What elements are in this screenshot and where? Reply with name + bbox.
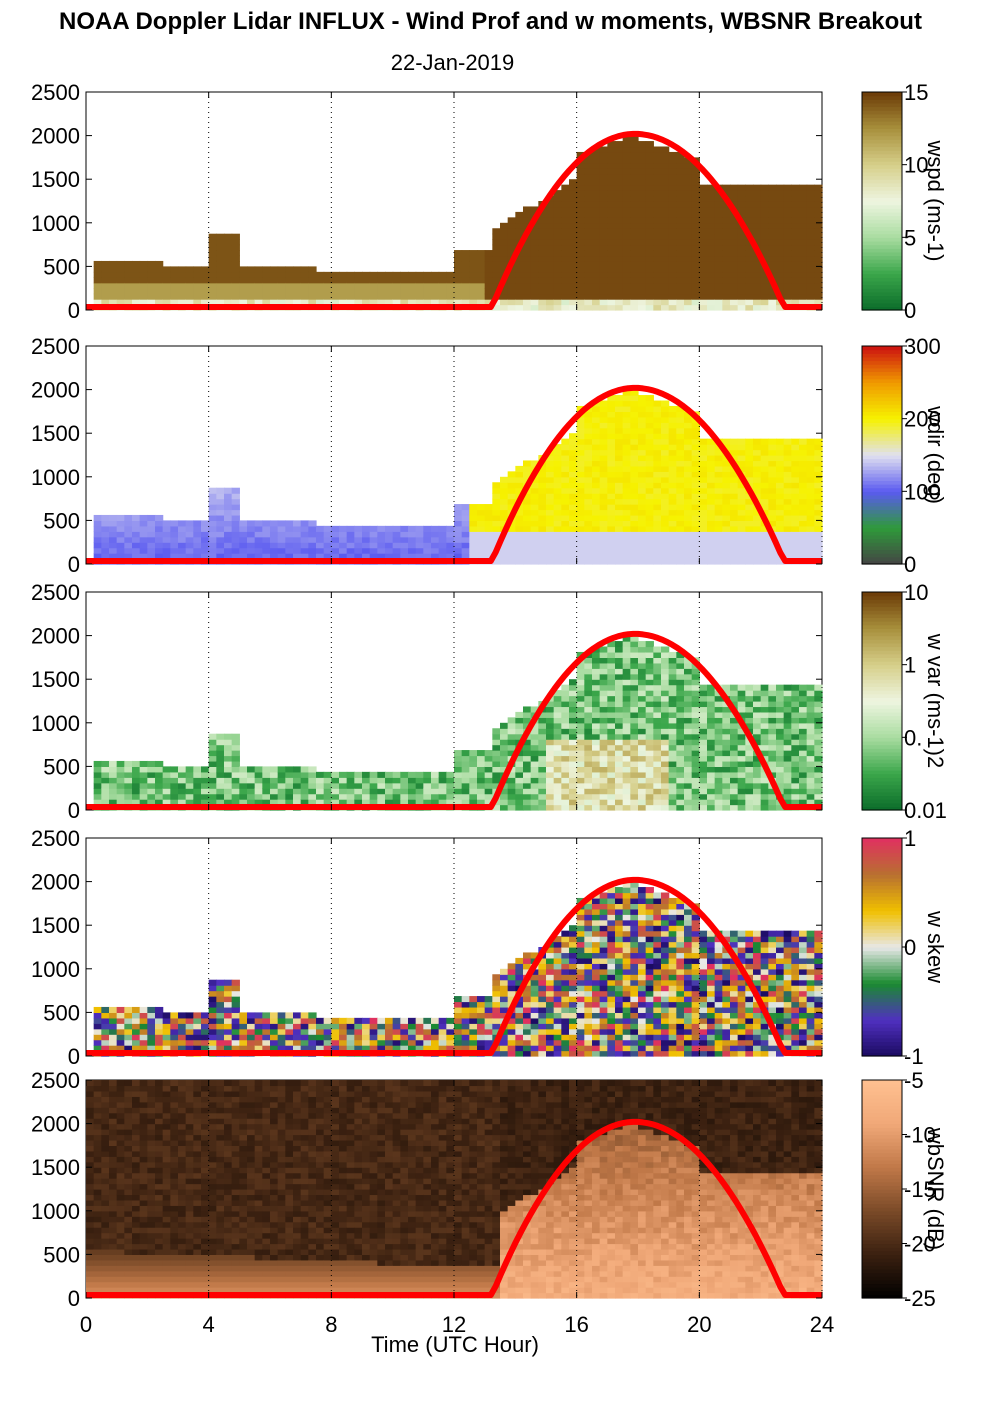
figure-title: NOAA Doppler Lidar INFLUX - Wind Prof an…: [59, 8, 922, 35]
panel-4: 0 500 1000 1500 2000 2500 -1 0 1 w skew: [31, 826, 948, 1069]
colorbar-frame: [861, 91, 903, 311]
colorbar-tick-label: 1: [904, 653, 916, 678]
colorbar-tick-label: -20: [904, 1232, 936, 1257]
sun-elevation-curve: [86, 876, 822, 1056]
colorbar-frame: [861, 591, 903, 811]
y-tick-label: 1000: [31, 1199, 80, 1224]
colorbar-tick-label: -1: [904, 1044, 924, 1069]
colorbar-tick-label: 1: [904, 826, 916, 851]
colorbar-tick-label: -15: [904, 1177, 936, 1202]
y-tick-label: 2000: [31, 124, 80, 149]
y-tick-label: 500: [43, 754, 80, 779]
y-tick-label: 2500: [31, 826, 80, 851]
colorbar-label: w skew: [923, 910, 948, 983]
colorbar-label: wdir (deg): [923, 405, 948, 504]
y-tick-label: 2000: [31, 378, 80, 403]
y-tick-label: 1500: [31, 913, 80, 938]
panel-3: 0 500 1000 1500 2000 2500 0.01 0. 1 10 w var (ms-1…: [31, 580, 948, 823]
heatmap-cells: [93, 135, 823, 311]
colorbar-tick-label: 5: [904, 225, 916, 250]
x-tick-label: 24: [810, 1312, 834, 1337]
colorbar-tick-label: 100: [904, 479, 941, 504]
x-tick-label: 12: [442, 1312, 466, 1337]
y-tick-label: 1500: [31, 167, 80, 192]
colorbar-tick-label: 300: [904, 334, 941, 359]
x-tick-label: 4: [203, 1312, 215, 1337]
sun-elevation-curve: [86, 384, 822, 564]
y-tick-label: 500: [43, 1242, 80, 1267]
y-tick-label: 2500: [31, 1068, 80, 1093]
x-tick-label: 8: [325, 1312, 337, 1337]
y-tick-label: 500: [43, 1000, 80, 1025]
y-tick-label: 1500: [31, 1155, 80, 1180]
panel-5: 0 500 1000 1500 2000 2500 0 4 8 12 16 20 24 -25 -20 -15…: [31, 1068, 948, 1337]
y-tick-label: 0: [68, 1044, 80, 1069]
colorbar: 0 5 10 15 wspd (ms-1): [861, 80, 948, 323]
colorbar-tick-label: 0: [904, 935, 916, 960]
colorbar: -1 0 1 w skew: [861, 826, 948, 1069]
colorbar: -25 -20 -15 -10 -5 wbSNR (dB): [861, 1068, 948, 1311]
y-tick-label: 1000: [31, 711, 80, 736]
colorbar-tick-label: 0.: [904, 725, 922, 750]
y-tick-label: 2500: [31, 80, 80, 105]
colorbar-tick-label: 15: [904, 80, 928, 105]
colorbar-label: wspd (ms-1): [923, 139, 948, 261]
colorbar: 0.01 0. 1 10 w var (ms-1)2: [861, 580, 948, 823]
y-tick-label: 0: [68, 552, 80, 577]
colorbar-tick-label: 10: [904, 580, 928, 605]
colorbar-tick-label: 200: [904, 407, 941, 432]
y-tick-label: 1000: [31, 465, 80, 490]
y-tick-label: 2500: [31, 334, 80, 359]
panel-2: 0 500 1000 1500 2000 2500 0 100 200 300 wdir (deg): [31, 334, 948, 577]
y-tick-label: 2500: [31, 580, 80, 605]
colorbar-label: w var (ms-1)2: [923, 633, 948, 768]
panel-1: 0 500 1000 1500 2000 2500 0 5 10 15 wspd (ms-1): [31, 80, 948, 323]
x-tick-label: 0: [80, 1312, 92, 1337]
colorbar-tick-label: -10: [904, 1123, 936, 1148]
y-tick-label: 500: [43, 254, 80, 279]
figure-date: 22-Jan-2019: [390, 50, 515, 75]
y-tick-label: 500: [43, 508, 80, 533]
colorbar-tick-label: -5: [904, 1068, 924, 1093]
y-tick-label: 1000: [31, 957, 80, 982]
y-tick-label: 2000: [31, 624, 80, 649]
x-axis-label: Time (UTC Hour): [371, 1332, 539, 1357]
y-tick-label: 1500: [31, 667, 80, 692]
colorbar-tick-label: 0: [904, 552, 916, 577]
sun-elevation-curve: [86, 630, 822, 810]
colorbar: 0 100 200 300 wdir (deg): [861, 334, 948, 577]
colorbar-tick-label: -25: [904, 1286, 936, 1311]
sun-elevation-curve: [86, 130, 822, 310]
y-tick-label: 0: [68, 798, 80, 823]
sun-elevation-curve: [86, 1118, 822, 1298]
y-tick-label: 0: [68, 1286, 80, 1311]
y-tick-label: 2000: [31, 1112, 80, 1137]
y-tick-label: 1000: [31, 211, 80, 236]
colorbar-tick-label: 0: [904, 298, 916, 323]
colorbar-frame: [861, 345, 903, 565]
x-tick-label: 20: [687, 1312, 711, 1337]
colorbar-label: wbSNR (dB): [923, 1127, 948, 1250]
colorbar-tick-label: 10: [904, 153, 928, 178]
x-tick-label: 16: [564, 1312, 588, 1337]
y-tick-label: 1500: [31, 421, 80, 446]
heatmap-cells: [86, 1080, 823, 1299]
y-tick-label: 2000: [31, 870, 80, 895]
y-tick-label: 0: [68, 298, 80, 323]
colorbar-tick-label: 0.01: [904, 798, 947, 823]
